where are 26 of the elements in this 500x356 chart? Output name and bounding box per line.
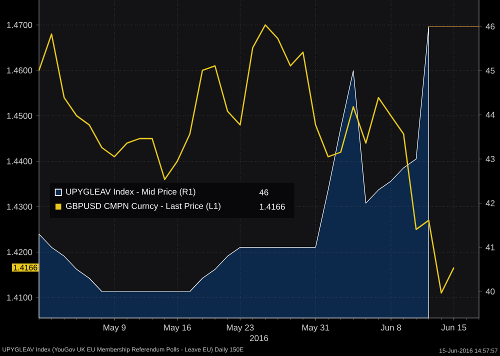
y-tick-label: 1.4300 [7,204,32,210]
x-tick-label: May 16 [164,324,191,332]
x-tick-label: Jun 15 [441,324,466,330]
y2-tick-label: 46 [486,23,495,30]
x-axis-title: 2016 [250,335,268,342]
text: 1.4166 [14,264,38,270]
legend-label: UPYGLEAV Index - Mid Price (R1) [66,188,196,196]
y-tick-label: 1.4100 [7,294,32,301]
y-tick-label: 1.4200 [7,249,32,256]
y-tick-label: 1.4400 [7,158,32,164]
legend-label: GBPUSD CMPN Curncy - Last Price (L1) [66,202,220,211]
y2-tick-label: 45 [486,68,495,74]
y2-tick-label: 43 [486,156,495,162]
y-tick-label: 1.4500 [7,112,32,119]
x-tick-label: May 23 [226,324,254,332]
y2-tick-label: 41 [486,244,495,250]
x-tick-label: May 31 [302,324,330,332]
y-tick-label: 1.4700 [7,22,32,28]
y2-tick-label: 40 [486,288,495,295]
x-tick-label: Jun 8 [380,324,402,331]
x-tick-label: May 9 [104,324,126,332]
y2-tick-label: 42 [486,200,495,206]
y-tick-label: 1.4600 [7,67,32,74]
annotation: 46 [259,189,268,196]
y2-tick-label: 44 [486,112,495,118]
annotation: 1.4166 [260,204,285,210]
